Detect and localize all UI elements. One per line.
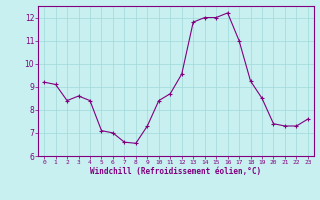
X-axis label: Windchill (Refroidissement éolien,°C): Windchill (Refroidissement éolien,°C) bbox=[91, 167, 261, 176]
